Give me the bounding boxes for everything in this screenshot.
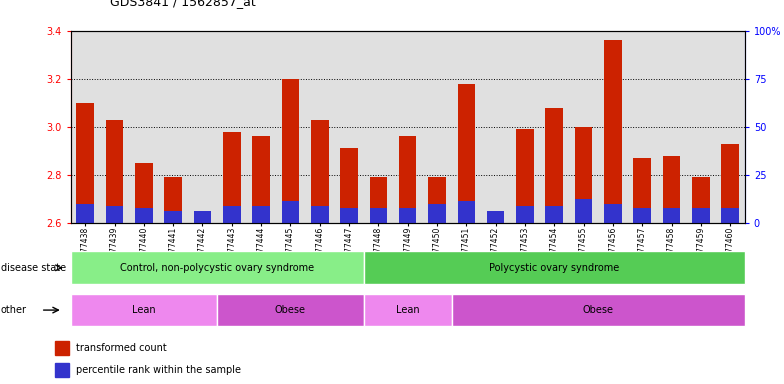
Bar: [692, 209, 710, 223]
Bar: [55, 362, 69, 376]
Bar: [458, 84, 475, 223]
Bar: [223, 132, 241, 223]
Bar: [311, 119, 328, 223]
Bar: [217, 294, 364, 326]
Text: transformed count: transformed count: [76, 343, 167, 353]
Bar: [399, 136, 416, 223]
Bar: [428, 177, 446, 223]
Bar: [340, 209, 358, 223]
Bar: [71, 252, 364, 284]
Bar: [721, 144, 739, 223]
Text: Obese: Obese: [275, 305, 306, 315]
Text: Obese: Obese: [583, 305, 614, 315]
Bar: [76, 204, 94, 223]
Bar: [135, 209, 153, 223]
Bar: [311, 206, 328, 223]
Bar: [223, 206, 241, 223]
Bar: [458, 201, 475, 223]
Text: Polycystic ovary syndrome: Polycystic ovary syndrome: [489, 263, 619, 273]
Bar: [721, 209, 739, 223]
Text: Lean: Lean: [132, 305, 156, 315]
Bar: [369, 177, 387, 223]
Bar: [516, 206, 534, 223]
Bar: [194, 211, 211, 223]
Bar: [165, 211, 182, 223]
Bar: [662, 156, 681, 223]
Bar: [364, 252, 745, 284]
Bar: [252, 206, 270, 223]
Bar: [369, 209, 387, 223]
Bar: [340, 148, 358, 223]
Text: percentile rank within the sample: percentile rank within the sample: [76, 364, 241, 374]
Bar: [546, 108, 563, 223]
Text: disease state: disease state: [1, 263, 66, 273]
Bar: [55, 341, 69, 355]
Text: Control, non-polycystic ovary syndrome: Control, non-polycystic ovary syndrome: [120, 263, 314, 273]
Bar: [546, 206, 563, 223]
Bar: [71, 294, 217, 326]
Bar: [575, 127, 593, 223]
Bar: [399, 209, 416, 223]
Bar: [106, 119, 123, 223]
Bar: [281, 79, 299, 223]
Bar: [633, 158, 651, 223]
Text: Lean: Lean: [396, 305, 419, 315]
Bar: [487, 213, 504, 223]
Bar: [106, 206, 123, 223]
Bar: [575, 199, 593, 223]
Bar: [76, 103, 94, 223]
Bar: [604, 40, 622, 223]
Bar: [281, 201, 299, 223]
Bar: [428, 204, 446, 223]
Bar: [364, 294, 452, 326]
Bar: [604, 204, 622, 223]
Bar: [662, 209, 681, 223]
Bar: [692, 177, 710, 223]
Bar: [252, 136, 270, 223]
Bar: [633, 209, 651, 223]
Bar: [487, 211, 504, 223]
Bar: [165, 177, 182, 223]
Bar: [516, 129, 534, 223]
Bar: [194, 213, 211, 223]
Text: GDS3841 / 1562857_at: GDS3841 / 1562857_at: [110, 0, 256, 8]
Bar: [135, 163, 153, 223]
Text: other: other: [1, 305, 27, 315]
Bar: [452, 294, 745, 326]
